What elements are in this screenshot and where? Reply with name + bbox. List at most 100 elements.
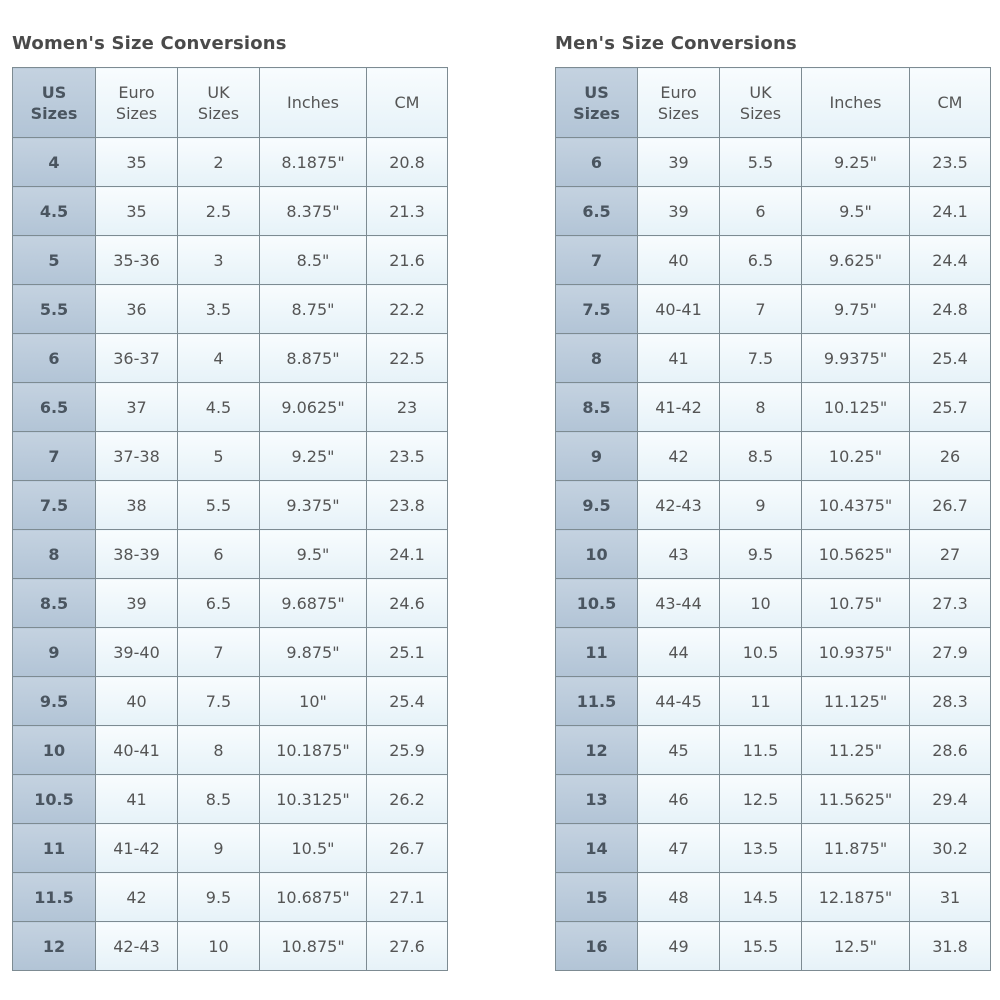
inches-cell: 9.625": [801, 235, 910, 285]
cm-cell: 28.3: [909, 676, 991, 726]
cm-cell: 24.1: [366, 529, 448, 579]
euro-size-cell: 41-42: [637, 382, 720, 432]
cm-cell: 21.6: [366, 235, 448, 285]
euro-size-cell: 41: [95, 774, 178, 824]
table-row: 11.5 44-45 11 11.125" 28.3: [555, 676, 991, 726]
column-header-inches: Inches: [801, 67, 910, 138]
us-size-cell: 7: [12, 431, 96, 481]
euro-size-cell: 47: [637, 823, 720, 873]
euro-size-cell: 43-44: [637, 578, 720, 628]
us-size-cell: 5.5: [12, 284, 96, 334]
table-row: 8.5 41-42 8 10.125" 25.7: [555, 382, 991, 432]
uk-size-cell: 3.5: [177, 284, 260, 334]
uk-size-cell: 6: [177, 529, 260, 579]
inches-cell: 11.125": [801, 676, 910, 726]
cm-cell: 30.2: [909, 823, 991, 873]
cm-cell: 27.9: [909, 627, 991, 677]
inches-cell: 10.125": [801, 382, 910, 432]
euro-size-cell: 38-39: [95, 529, 178, 579]
column-header-inches: Inches: [259, 67, 367, 138]
us-size-cell: 4: [12, 137, 96, 187]
euro-size-cell: 41-42: [95, 823, 178, 873]
inches-cell: 10.6875": [259, 872, 367, 922]
cm-cell: 24.8: [909, 284, 991, 334]
cm-cell: 27: [909, 529, 991, 579]
women-size-table: US Sizes Euro Sizes UK Sizes Inches CM 4 35 2 8.…: [12, 67, 448, 971]
us-size-cell: 6.5: [555, 186, 638, 236]
uk-size-cell: 9.5: [177, 872, 260, 922]
inches-cell: 10.9375": [801, 627, 910, 677]
inches-cell: 11.5625": [801, 774, 910, 824]
table-row: 15 48 14.5 12.1875" 31: [555, 872, 991, 922]
us-size-cell: 9.5: [12, 676, 96, 726]
us-size-cell: 10.5: [555, 578, 638, 628]
us-size-cell: 11.5: [555, 676, 638, 726]
euro-size-cell: 42-43: [637, 480, 720, 530]
us-size-cell: 11: [555, 627, 638, 677]
inches-cell: 10.1875": [259, 725, 367, 775]
cm-cell: 29.4: [909, 774, 991, 824]
us-size-cell: 11: [12, 823, 96, 873]
euro-size-cell: 35: [95, 186, 178, 236]
euro-size-cell: 39: [637, 137, 720, 187]
table-row: 7 37-38 5 9.25" 23.5: [12, 431, 448, 481]
uk-size-cell: 8.5: [177, 774, 260, 824]
table-row: 7 40 6.5 9.625" 24.4: [555, 235, 991, 285]
us-size-cell: 15: [555, 872, 638, 922]
table-row: 12 42-43 10 10.875" 27.6: [12, 921, 448, 971]
euro-size-cell: 43: [637, 529, 720, 579]
euro-size-cell: 35: [95, 137, 178, 187]
us-size-cell: 7: [555, 235, 638, 285]
euro-size-cell: 44-45: [637, 676, 720, 726]
column-header-euro-size: Euro Sizes: [95, 67, 178, 138]
euro-size-cell: 40: [95, 676, 178, 726]
table-row: 11 41-42 9 10.5" 26.7: [12, 823, 448, 873]
cm-cell: 20.8: [366, 137, 448, 187]
euro-size-cell: 36: [95, 284, 178, 334]
uk-size-cell: 3: [177, 235, 260, 285]
inches-cell: 8.75": [259, 284, 367, 334]
us-size-cell: 10.5: [12, 774, 96, 824]
inches-cell: 8.1875": [259, 137, 367, 187]
uk-size-cell: 10.5: [719, 627, 802, 677]
inches-cell: 9.25": [801, 137, 910, 187]
inches-cell: 10.5625": [801, 529, 910, 579]
uk-size-cell: 7.5: [719, 333, 802, 383]
cm-cell: 22.5: [366, 333, 448, 383]
cm-cell: 26.7: [909, 480, 991, 530]
uk-size-cell: 11.5: [719, 725, 802, 775]
uk-size-cell: 10: [719, 578, 802, 628]
cm-cell: 31.8: [909, 921, 991, 971]
euro-size-cell: 39-40: [95, 627, 178, 677]
cm-cell: 25.7: [909, 382, 991, 432]
inches-cell: 10": [259, 676, 367, 726]
table-row: 10 40-41 8 10.1875" 25.9: [12, 725, 448, 775]
euro-size-cell: 35-36: [95, 235, 178, 285]
table-row: 8 41 7.5 9.9375" 25.4: [555, 333, 991, 383]
uk-size-cell: 5.5: [719, 137, 802, 187]
uk-size-cell: 8: [177, 725, 260, 775]
cm-cell: 27.1: [366, 872, 448, 922]
cm-cell: 26.7: [366, 823, 448, 873]
us-size-cell: 14: [555, 823, 638, 873]
cm-cell: 27.3: [909, 578, 991, 628]
us-size-cell: 5: [12, 235, 96, 285]
inches-cell: 10.75": [801, 578, 910, 628]
table-row: 6 36-37 4 8.875" 22.5: [12, 333, 448, 383]
euro-size-cell: 44: [637, 627, 720, 677]
uk-size-cell: 9: [719, 480, 802, 530]
us-size-cell: 8: [555, 333, 638, 383]
inches-cell: 11.25": [801, 725, 910, 775]
us-size-cell: 8.5: [555, 382, 638, 432]
table-row: 6.5 39 6 9.5" 24.1: [555, 186, 991, 236]
uk-size-cell: 4.5: [177, 382, 260, 432]
uk-size-cell: 14.5: [719, 872, 802, 922]
us-size-cell: 4.5: [12, 186, 96, 236]
uk-size-cell: 15.5: [719, 921, 802, 971]
cm-cell: 26.2: [366, 774, 448, 824]
cm-cell: 23.5: [366, 431, 448, 481]
table-row: 14 47 13.5 11.875" 30.2: [555, 823, 991, 873]
uk-size-cell: 10: [177, 921, 260, 971]
uk-size-cell: 12.5: [719, 774, 802, 824]
cm-cell: 24.6: [366, 578, 448, 628]
